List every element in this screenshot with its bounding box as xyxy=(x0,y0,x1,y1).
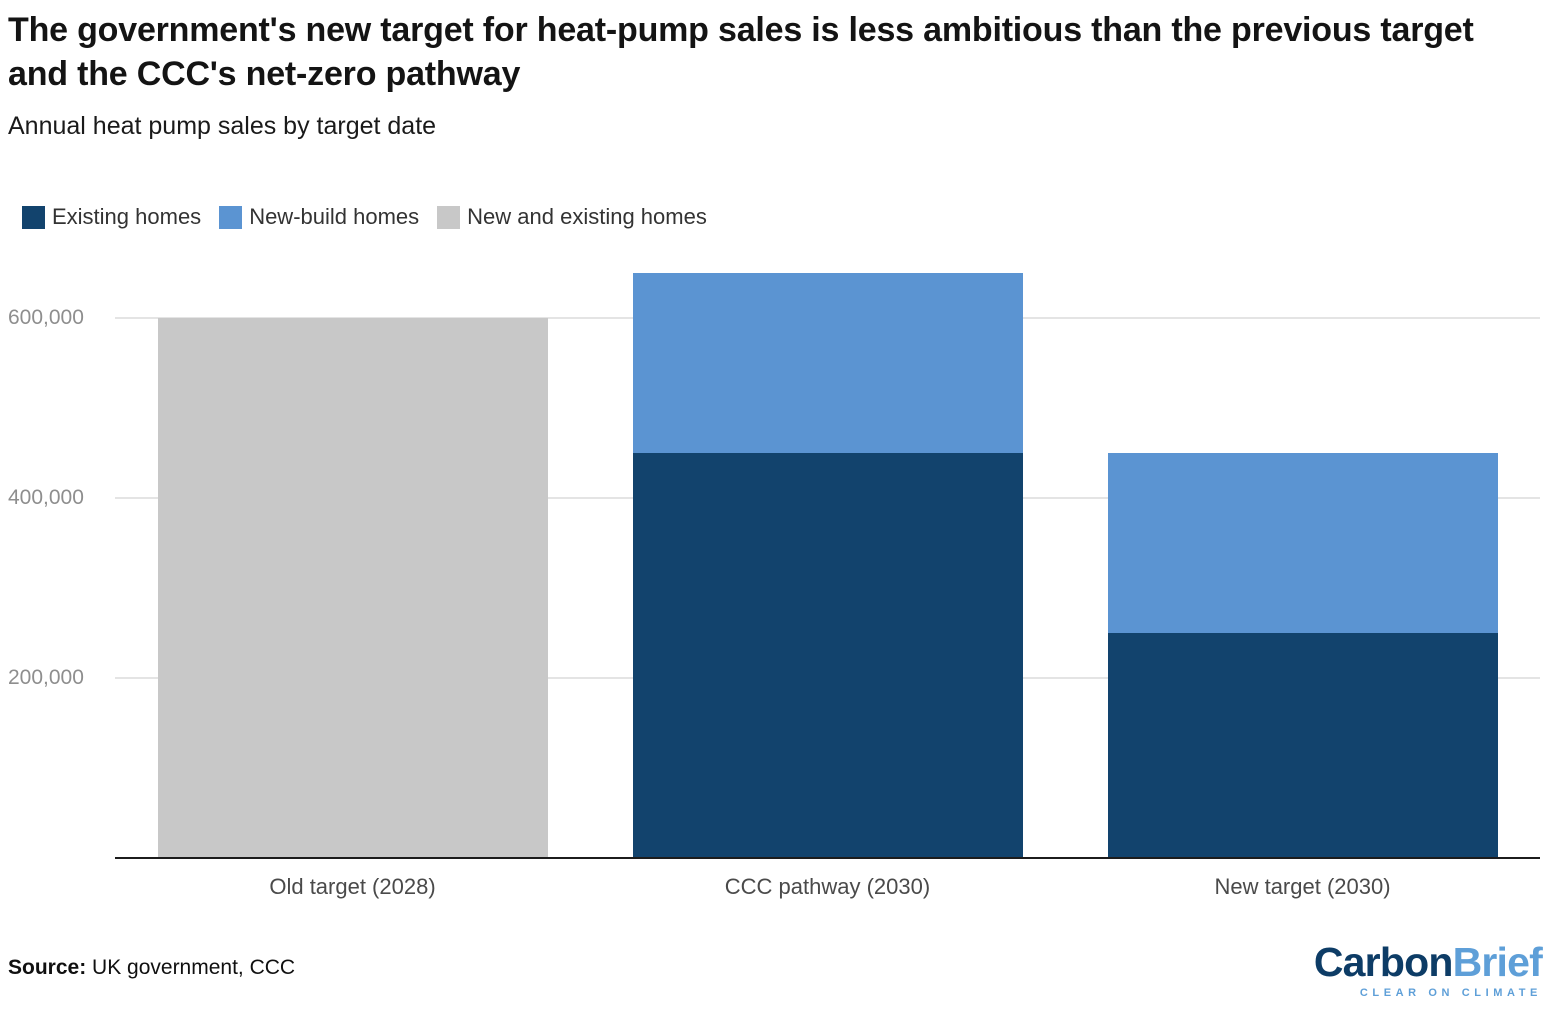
y-axis-tick-label: 600,000 xyxy=(8,305,84,329)
chart-subtitle: Annual heat pump sales by target date xyxy=(8,112,437,141)
legend-label: New and existing homes xyxy=(467,204,707,229)
logo-carbon: Carbon xyxy=(1313,939,1454,985)
y-axis-tick-label: 400,000 xyxy=(8,485,84,509)
x-axis-category-label: Old target (2028) xyxy=(269,874,436,899)
plot-area xyxy=(115,250,1540,858)
legend-label: Existing homes xyxy=(52,204,202,229)
x-axis-category-label: New target (2030) xyxy=(1214,874,1391,899)
legend-swatch xyxy=(22,205,45,229)
legend-item: Existing homes xyxy=(22,204,201,230)
y-axis: 200,000 400,000 600,000 xyxy=(8,250,108,858)
chart-title: The government's new target for heat-pum… xyxy=(8,11,1474,94)
bar-segment xyxy=(1107,632,1498,858)
legend-item: New and existing homes xyxy=(437,204,707,230)
carbonbrief-logo: CarbonBrief CLEAR ON CLIMATE xyxy=(1313,939,1543,1000)
y-axis-tick-label: 200,000 xyxy=(8,665,84,689)
logo-brief: Brief xyxy=(1452,939,1543,985)
legend: Existing homes New-build homes New and exi… xyxy=(22,204,707,230)
legend-swatch xyxy=(219,205,243,229)
bar-segment xyxy=(157,317,548,858)
source-text: UK government, CCC xyxy=(86,956,296,979)
bar-segment xyxy=(1107,452,1498,633)
legend-swatch xyxy=(437,205,461,229)
legend-item: New-build homes xyxy=(219,204,419,230)
legend-label: New-build homes xyxy=(249,204,420,229)
logo-tagline: CLEAR ON CLIMATE xyxy=(1359,987,1542,999)
source-label: Source: xyxy=(8,956,87,979)
chart: 200,000 400,000 600,000 Old target (2028) C… xyxy=(0,250,1560,930)
bar-segment xyxy=(632,272,1023,453)
x-axis-line xyxy=(115,857,1540,859)
header: The government's new target for heat-pum… xyxy=(8,8,1498,141)
bar-segment xyxy=(632,452,1023,858)
x-axis-labels: Old target (2028) CCC pathway (2030) New t… xyxy=(115,874,1540,914)
x-axis-category-label: CCC pathway (2030) xyxy=(724,874,931,899)
logo-wordmark: CarbonBrief xyxy=(1313,939,1543,985)
source-note: Source: UK government, CCC xyxy=(8,956,295,980)
